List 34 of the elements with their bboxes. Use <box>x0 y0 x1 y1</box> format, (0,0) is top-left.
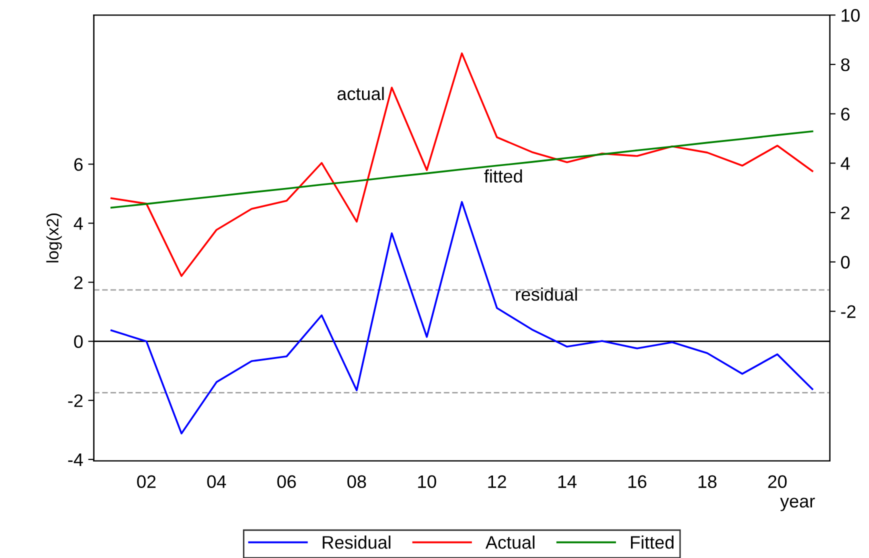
x-tick-label: 20 <box>768 475 787 488</box>
x-tick-label: 12 <box>488 475 506 488</box>
x-tick-label: 08 <box>347 475 366 488</box>
x-tick-label: 04 <box>207 475 226 488</box>
x-tick-label: 02 <box>137 475 156 488</box>
line-series <box>110 130 814 209</box>
y2-tick-label: 2 <box>841 206 850 220</box>
annotation: fitted <box>484 169 522 183</box>
line-series <box>110 52 814 277</box>
x-tick-label: 06 <box>277 475 296 488</box>
y2-tick-label: 6 <box>841 108 850 121</box>
legend-label: Fitted <box>630 536 674 549</box>
legend-label: Actual <box>485 536 534 549</box>
x-tick-label: 18 <box>698 475 716 488</box>
x-axis-title: year <box>780 498 815 512</box>
legend-label: Residual <box>322 536 390 549</box>
y2-tick-label: 10 <box>842 9 860 22</box>
x-tick-label: 10 <box>418 475 436 488</box>
x-tick-label: 16 <box>628 475 646 488</box>
y-tick-label: 2 <box>74 276 83 289</box>
y2-tick-label: 4 <box>840 157 850 170</box>
y-tick-label: 6 <box>74 158 83 171</box>
y-tick-label: 4 <box>74 217 83 230</box>
y-tick-label: -4 <box>68 454 83 466</box>
y-axis-title: log(x2) <box>46 214 62 262</box>
y-tick-label: 0 <box>74 335 83 348</box>
y-tick-label: -2 <box>68 394 83 407</box>
x-tick-label: 14 <box>558 475 577 488</box>
y2-tick-label: -2 <box>841 305 856 318</box>
y2-tick-label: 8 <box>841 58 850 72</box>
y2-tick-label: 0 <box>841 256 850 269</box>
line-series <box>110 201 814 434</box>
annotation: actual <box>338 86 384 100</box>
annotation: residual <box>516 288 577 301</box>
